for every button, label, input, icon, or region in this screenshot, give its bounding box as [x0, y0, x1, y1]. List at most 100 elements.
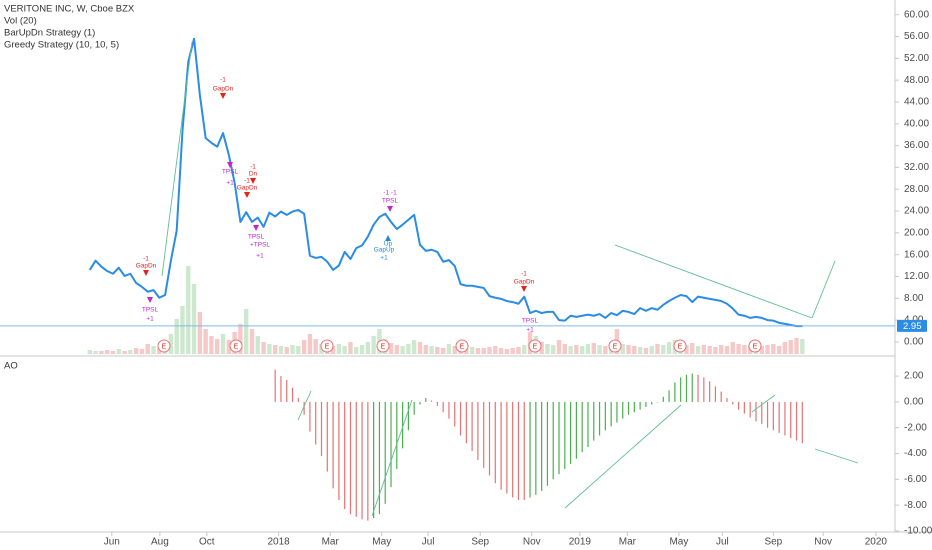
- ao-bar: [286, 379, 288, 402]
- ao-bar: [772, 401, 774, 431]
- earnings-marker: [320, 339, 334, 353]
- volume-bar: [191, 284, 197, 354]
- ao-bar: [373, 401, 375, 519]
- signal-label: TPSL: [248, 234, 265, 241]
- volume-bar: [209, 336, 214, 354]
- volume-bar: [284, 347, 289, 354]
- x-tick-label: 2018: [268, 537, 291, 548]
- volume-bar: [643, 348, 649, 354]
- ao-bar: [685, 374, 688, 402]
- signal-arrow: [227, 162, 233, 168]
- x-tick-label: Mar: [619, 537, 637, 548]
- y-tick-label: 36.00: [904, 140, 929, 151]
- signal-label: GapDn: [136, 263, 157, 270]
- y-tick-label: -4.00: [904, 448, 927, 459]
- volume-bar: [128, 350, 133, 354]
- main-layer: [88, 37, 803, 521]
- x-tick-label: Jun: [104, 537, 120, 548]
- volume-bar: [99, 351, 104, 354]
- volume-bar: [296, 346, 301, 354]
- ao-bar: [691, 373, 693, 402]
- x-tick-label: Sep: [764, 537, 782, 548]
- y-tick-label: 2.00: [904, 371, 924, 382]
- y-tick-label: -2.00: [904, 422, 927, 433]
- ao-bar: [384, 401, 386, 504]
- volume-bar: [620, 344, 625, 354]
- ao-bar: [355, 401, 357, 517]
- volume-bar: [713, 347, 718, 354]
- volume-bar: [585, 344, 591, 354]
- volume-bar: [504, 349, 510, 354]
- volume-bar: [539, 342, 544, 354]
- signal-label: TPSL: [522, 318, 539, 325]
- ao-bar: [668, 390, 670, 402]
- earnings-label: E: [460, 343, 465, 350]
- y-tick-label: -6.00: [904, 474, 927, 485]
- x-tick-label: Jul: [422, 537, 435, 548]
- y-tick-label: 52.00: [904, 53, 929, 64]
- ao-bar: [280, 376, 282, 402]
- volume-bar: [290, 345, 295, 354]
- signal-arrow: [143, 270, 149, 276]
- ao-bar: [575, 401, 577, 459]
- trend-line: [564, 404, 682, 509]
- ao-bar: [651, 401, 653, 405]
- pane-title: AO: [4, 361, 18, 372]
- trend-line: [814, 448, 859, 464]
- ao-bar: [639, 401, 641, 410]
- ao-bar: [274, 369, 276, 402]
- ao-bar: [674, 382, 676, 402]
- volume-bar: [330, 346, 336, 354]
- earnings-label: E: [162, 343, 167, 350]
- volume-bar: [452, 346, 457, 354]
- volume-bar: [249, 329, 255, 354]
- signal-label: GapDn: [237, 185, 258, 192]
- volume-bar: [93, 351, 98, 354]
- ao-bar: [680, 377, 682, 402]
- ao-bar: [512, 401, 514, 498]
- volume-bar: [186, 266, 191, 354]
- ao-bar: [425, 398, 427, 402]
- signal-arrow: [387, 206, 393, 212]
- volume-bar: [435, 347, 440, 354]
- volume-bar: [591, 343, 596, 354]
- volume-bar: [226, 340, 232, 354]
- volume-bar: [782, 342, 788, 354]
- volume-bar: [440, 348, 446, 354]
- ao-bar: [332, 401, 334, 489]
- x-tick-label: Nov: [523, 537, 541, 548]
- volume-bar: [661, 345, 666, 354]
- signal-arrow: [244, 192, 250, 198]
- volume-bar: [168, 334, 174, 354]
- ao-bar: [564, 401, 566, 470]
- volume-bar: [562, 344, 568, 354]
- ao-bar: [761, 401, 763, 424]
- ao-bar: [616, 401, 618, 423]
- ao-bar: [598, 401, 601, 436]
- volume-bar: [545, 344, 550, 354]
- ao-bar: [778, 401, 780, 433]
- signal-label: +1: [226, 180, 234, 187]
- volume-bar: [255, 336, 260, 354]
- signal-arrow: [250, 178, 256, 184]
- x-tick-label: May: [669, 537, 688, 548]
- volume-bar: [365, 342, 371, 354]
- volume-bar: [417, 342, 423, 354]
- signal-arrow: [253, 225, 259, 231]
- x-tick-label: Oct: [199, 537, 215, 548]
- ao-bar: [546, 401, 549, 486]
- price-line: [88, 37, 803, 328]
- trend-line: [371, 399, 413, 517]
- x-tick-label: Aug: [151, 537, 169, 548]
- volume-bar: [498, 348, 504, 354]
- ao-bar: [315, 401, 317, 445]
- ao-bar: [361, 401, 363, 520]
- earnings-marker: [376, 339, 390, 353]
- volume-bar: [307, 334, 313, 354]
- signal-label: Dn: [249, 171, 258, 178]
- volume-bar: [469, 347, 475, 354]
- y-tick-label: 24.00: [904, 206, 929, 217]
- ao-bar: [291, 387, 294, 402]
- volume-bar: [487, 347, 492, 354]
